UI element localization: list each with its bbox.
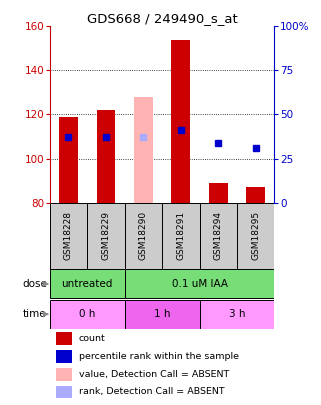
Text: percentile rank within the sample: percentile rank within the sample bbox=[79, 352, 239, 361]
Text: 3 h: 3 h bbox=[229, 309, 245, 319]
Bar bbox=[97, 110, 115, 202]
Bar bbox=[209, 183, 228, 202]
Bar bbox=[56, 350, 72, 362]
Text: untreated: untreated bbox=[62, 279, 113, 289]
Text: count: count bbox=[79, 334, 106, 343]
Text: GSM18228: GSM18228 bbox=[64, 211, 73, 260]
Bar bbox=[87, 202, 125, 269]
Bar bbox=[200, 300, 274, 329]
Bar bbox=[50, 300, 125, 329]
Bar bbox=[171, 40, 190, 202]
Bar bbox=[237, 202, 274, 269]
Title: GDS668 / 249490_s_at: GDS668 / 249490_s_at bbox=[87, 12, 238, 25]
Bar bbox=[59, 117, 78, 202]
Text: 0 h: 0 h bbox=[79, 309, 95, 319]
Bar bbox=[50, 202, 87, 269]
Bar bbox=[56, 368, 72, 381]
Bar bbox=[125, 202, 162, 269]
Bar bbox=[125, 300, 200, 329]
Bar bbox=[247, 187, 265, 202]
Text: 0.1 uM IAA: 0.1 uM IAA bbox=[171, 279, 228, 289]
Text: value, Detection Call = ABSENT: value, Detection Call = ABSENT bbox=[79, 370, 229, 379]
Text: rank, Detection Call = ABSENT: rank, Detection Call = ABSENT bbox=[79, 388, 225, 396]
Bar bbox=[162, 202, 200, 269]
Bar bbox=[200, 202, 237, 269]
Text: 1 h: 1 h bbox=[154, 309, 170, 319]
Text: dose: dose bbox=[22, 279, 47, 289]
Bar bbox=[134, 97, 153, 202]
Text: GSM18291: GSM18291 bbox=[176, 211, 185, 260]
Text: GSM18290: GSM18290 bbox=[139, 211, 148, 260]
Bar bbox=[56, 386, 72, 399]
Text: GSM18295: GSM18295 bbox=[251, 211, 260, 260]
Text: GSM18229: GSM18229 bbox=[101, 211, 110, 260]
Bar bbox=[56, 332, 72, 345]
Bar bbox=[125, 269, 274, 298]
Text: GSM18294: GSM18294 bbox=[214, 211, 223, 260]
Bar bbox=[50, 269, 125, 298]
Text: time: time bbox=[23, 309, 47, 319]
